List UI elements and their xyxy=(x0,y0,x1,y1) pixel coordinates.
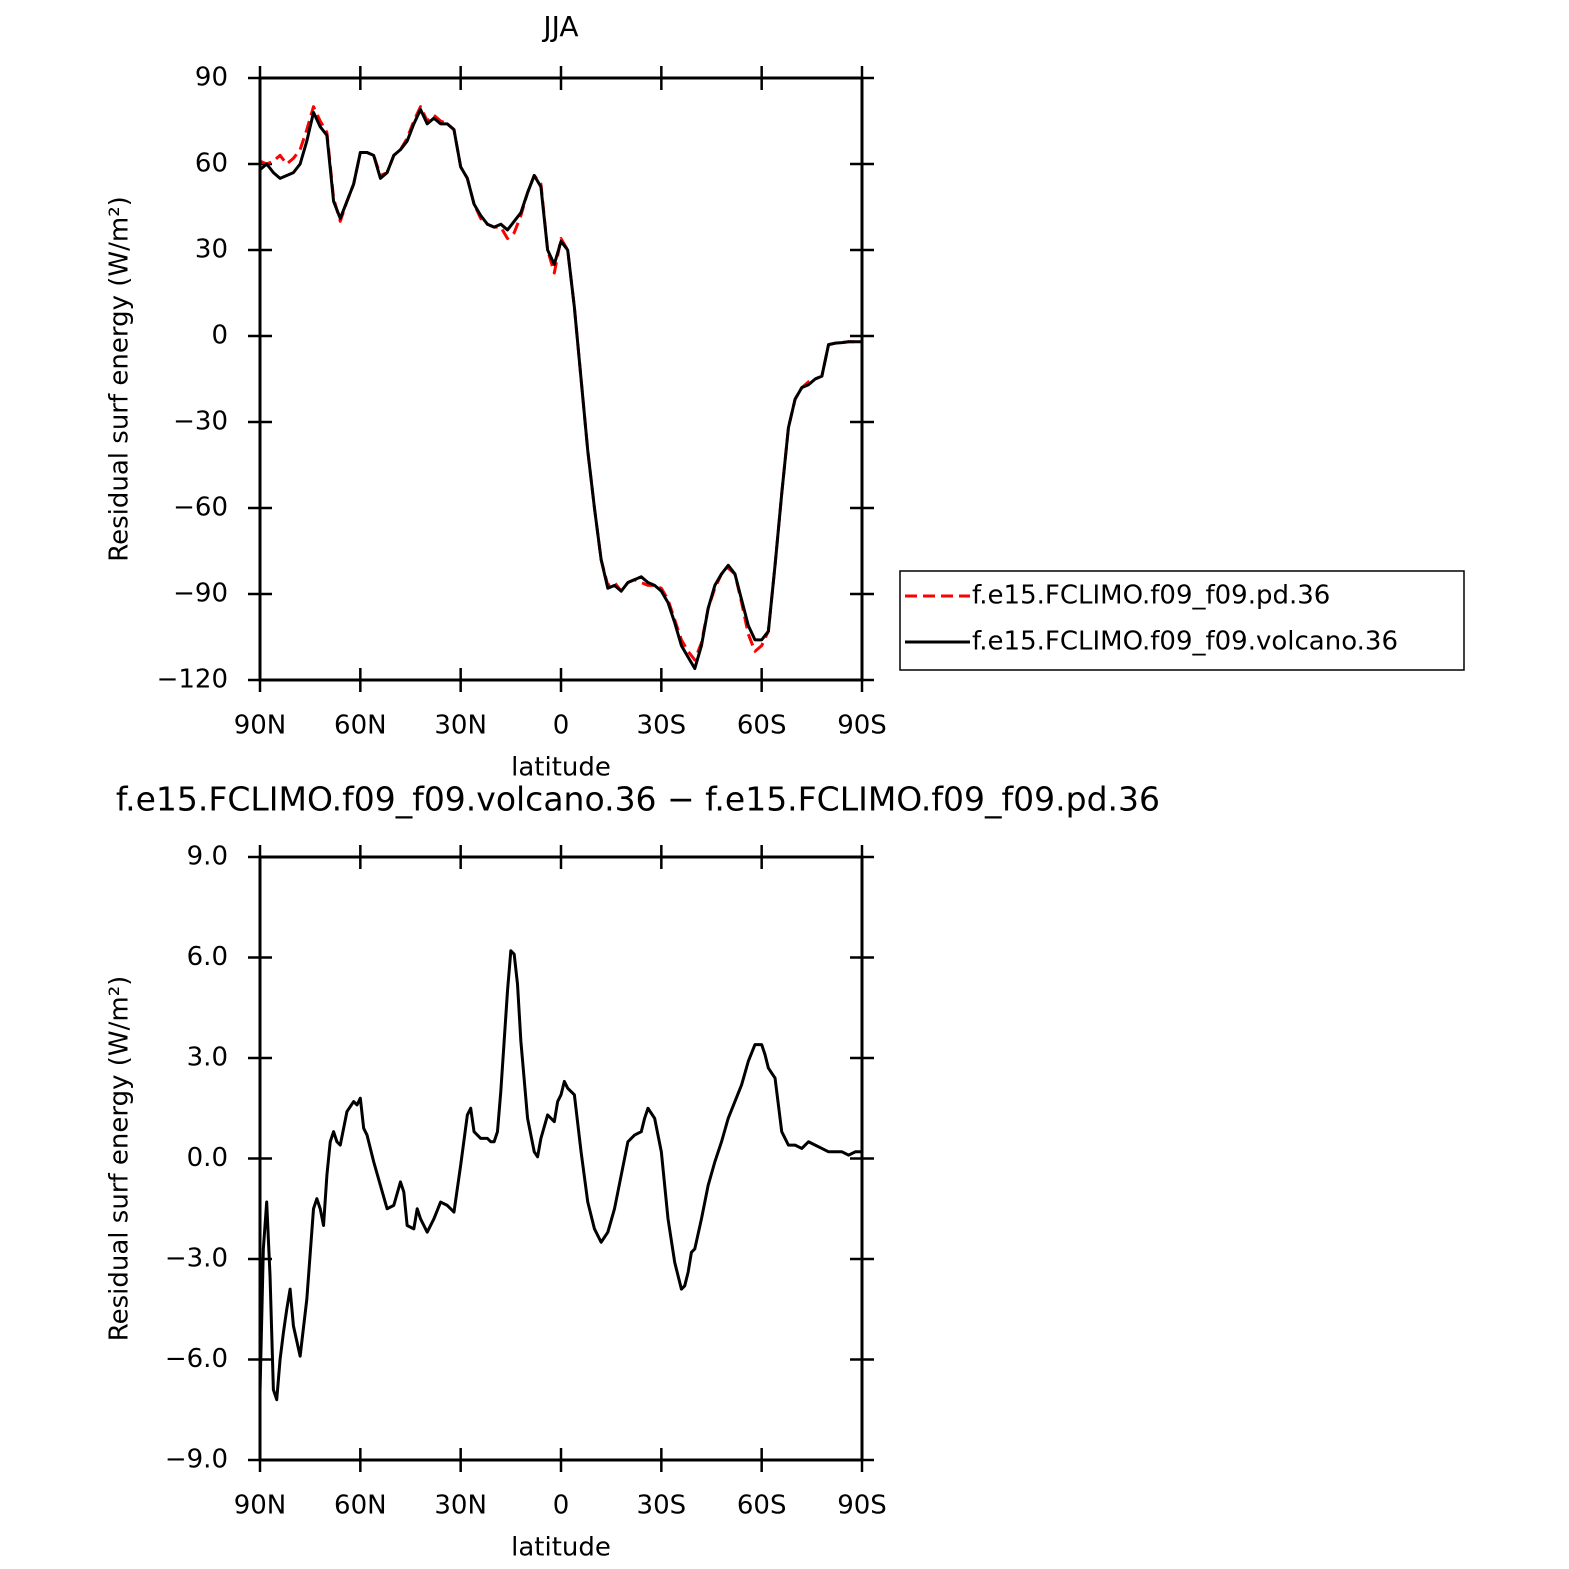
x-tick-label: 30N xyxy=(434,711,487,741)
y-tick-label: 90 xyxy=(195,63,228,93)
x-tick-label: 30N xyxy=(434,1491,487,1521)
x-tick-label: 90N xyxy=(234,1491,287,1521)
y-tick-label: −3.0 xyxy=(165,1244,228,1274)
data-line xyxy=(258,949,862,1402)
legend-label: f.e15.FCLIMO.f09_f09.pd.36 xyxy=(972,581,1330,611)
x-tick-label: 90S xyxy=(837,1491,887,1521)
x-tick-label: 30S xyxy=(637,1491,687,1521)
y-tick-label: 3.0 xyxy=(187,1043,228,1073)
y-tick-label: 0.0 xyxy=(187,1143,228,1173)
x-tick-label: 60S xyxy=(737,711,787,741)
legend-box xyxy=(899,570,1465,671)
y-tick-label: 30 xyxy=(195,235,228,265)
y-tick-label: −9.0 xyxy=(165,1445,228,1475)
x-tick-label: 90S xyxy=(837,711,887,741)
x-tick-label: 60S xyxy=(737,1491,787,1521)
y-axis-label: Residual surf energy (W/m²) xyxy=(105,976,135,1342)
x-axis-label: latitude xyxy=(511,753,611,783)
x-tick-label: 60N xyxy=(334,1491,387,1521)
y-tick-label: −6.0 xyxy=(165,1344,228,1374)
x-tick-label: 0 xyxy=(553,1491,570,1521)
x-tick-label: 60N xyxy=(334,711,387,741)
chart-title: f.e15.FCLIMO.f09_f09.volcano.36 − f.e15.… xyxy=(116,780,1160,819)
x-tick-label: 30S xyxy=(637,711,687,741)
plot-frame xyxy=(258,855,864,1462)
x-tick-label: 0 xyxy=(553,711,570,741)
y-tick-label: 6.0 xyxy=(187,942,228,972)
data-line xyxy=(259,108,862,671)
chart-title: JJA xyxy=(541,10,578,43)
y-tick-label: 60 xyxy=(195,149,228,179)
y-tick-label: 0 xyxy=(211,321,228,351)
y-tick-label: −30 xyxy=(173,407,228,437)
y-tick-label: −120 xyxy=(157,665,228,695)
plot-frame xyxy=(258,76,864,682)
x-axis-label: latitude xyxy=(511,1533,611,1563)
y-tick-label: 9.0 xyxy=(187,842,228,872)
y-tick-label: −90 xyxy=(173,579,228,609)
y-axis-label: Residual surf energy (W/m²) xyxy=(105,196,135,562)
x-tick-label: 90N xyxy=(234,711,287,741)
y-tick-label: −60 xyxy=(173,493,228,523)
legend-label: f.e15.FCLIMO.f09_f09.volcano.36 xyxy=(972,627,1398,657)
